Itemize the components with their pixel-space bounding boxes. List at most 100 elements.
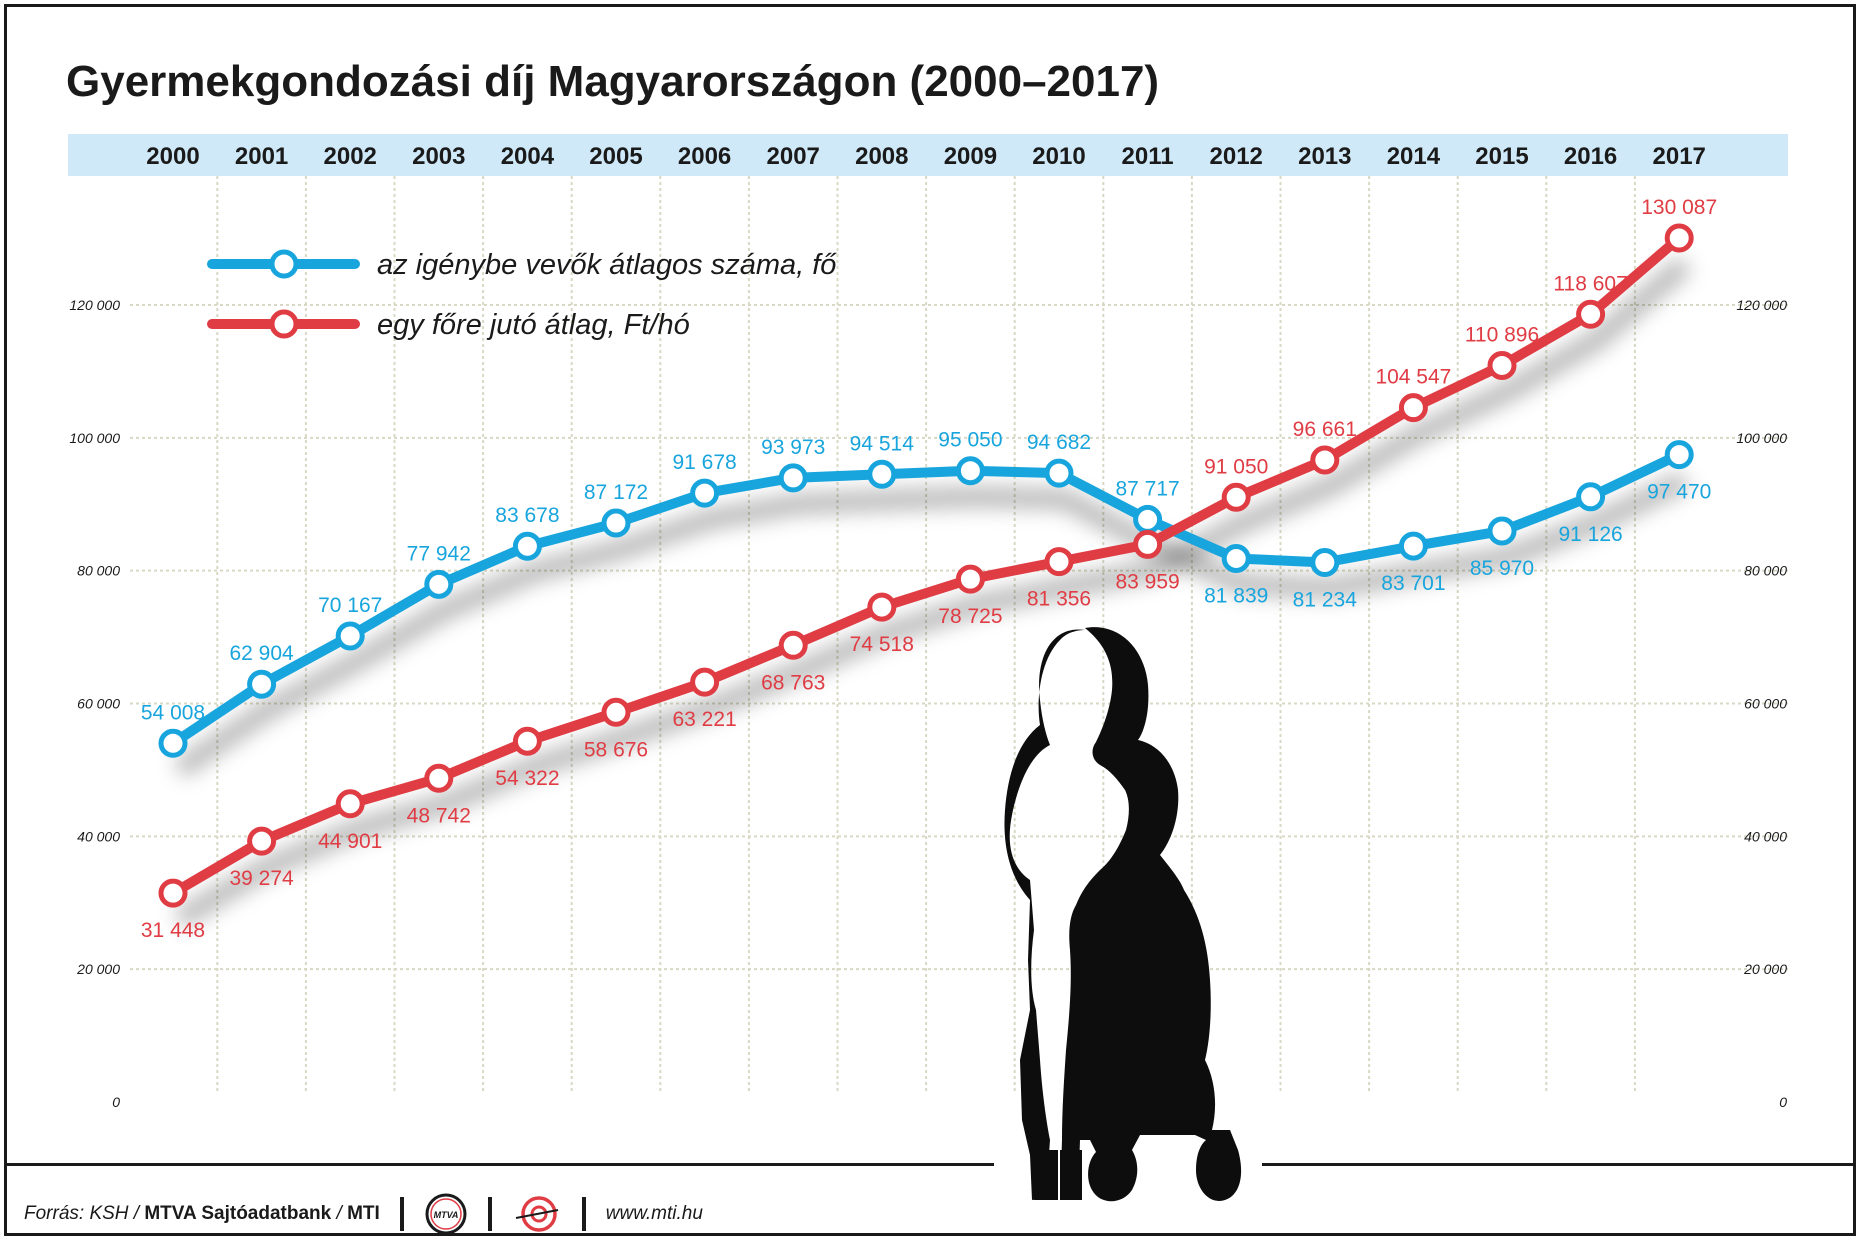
y-axis-ticks: 0 0 20 000 20 000 40 000 40 000 60 000 60 000 80…	[69, 297, 1787, 1110]
data-label: 58 676	[584, 738, 648, 761]
mti-logo	[515, 1196, 558, 1232]
data-point	[1133, 504, 1163, 534]
legend-label: az igénybe vevők átlagos száma, fő	[377, 249, 837, 281]
year-label: 2003	[412, 143, 465, 170]
data-point	[1221, 482, 1251, 512]
legend-marker	[269, 249, 299, 279]
data-label: 110 896	[1465, 323, 1539, 346]
data-label: 70 167	[318, 594, 382, 617]
frame-border	[4, 4, 1856, 1236]
data-label: 94 514	[850, 432, 915, 455]
data-point	[247, 826, 277, 856]
data-point	[1044, 547, 1074, 577]
data-point	[1487, 516, 1517, 546]
year-label: 2002	[324, 143, 377, 170]
y-tick-label-right: 80 000	[1744, 563, 1787, 579]
data-label: 94 682	[1027, 431, 1091, 454]
y-tick-label-right: 20 000	[1743, 961, 1787, 977]
footer: Forrás: KSH / MTVA Sajtóadatbank / MTI M…	[24, 1192, 703, 1236]
mtva-logo: MTVA	[425, 1193, 467, 1235]
data-point	[778, 463, 808, 493]
legend: az igénybe vevők átlagos száma, fő egy fő…	[207, 249, 837, 341]
year-label: 2011	[1122, 143, 1174, 170]
data-point	[1664, 223, 1694, 253]
y-tick-label-left: 0	[112, 1094, 120, 1110]
data-label: 87 172	[584, 481, 648, 504]
data-label: 85 970	[1470, 557, 1534, 580]
data-point	[335, 621, 365, 651]
year-label: 2009	[944, 143, 997, 170]
y-tick-label-left: 100 000	[69, 430, 120, 446]
y-tick-label-right: 60 000	[1744, 696, 1787, 712]
y-tick-label-right: 0	[1779, 1094, 1787, 1110]
data-label: 54 008	[141, 701, 205, 724]
data-point	[1576, 299, 1606, 329]
source-credit: Forrás: KSH / MTVA Sajtóadatbank / MTI	[24, 1203, 380, 1225]
year-header-band	[68, 134, 1788, 176]
data-point	[1133, 529, 1163, 559]
data-label: 39 274	[229, 867, 294, 890]
source-separator: /	[331, 1203, 348, 1224]
data-point	[778, 630, 808, 660]
footer-divider	[581, 1197, 586, 1231]
data-label: 68 763	[761, 671, 825, 694]
data-label: 93 973	[761, 436, 825, 459]
data-point	[1398, 531, 1428, 561]
bottom-rule-right	[1262, 1163, 1856, 1166]
footer-url[interactable]: www.mti.hu	[605, 1203, 703, 1224]
data-point	[690, 478, 720, 508]
data-label: 48 742	[407, 804, 471, 827]
y-tick-label-left: 60 000	[77, 696, 120, 712]
year-label: 2004	[501, 143, 555, 170]
year-labels: 2000 2001 2002 2003 2004 2005 2006 2007 2008 2009…	[146, 143, 1706, 170]
data-point	[1221, 543, 1251, 573]
year-label: 2013	[1298, 143, 1351, 170]
y-tick-label-right: 40 000	[1744, 828, 1787, 844]
y-tick-label-left: 120 000	[69, 297, 120, 313]
y-tick-label-left: 80 000	[77, 563, 120, 579]
series-shadow	[173, 471, 1690, 778]
data-point	[1310, 547, 1340, 577]
source-mti: MTI	[347, 1203, 380, 1224]
data-point	[955, 564, 985, 594]
data-point	[867, 592, 897, 622]
data-label: 83 678	[495, 504, 559, 527]
legend-marker	[269, 309, 299, 339]
grid	[130, 176, 1788, 1094]
year-label: 2007	[767, 143, 820, 170]
data-label: 83 701	[1381, 572, 1445, 595]
legend-label: egy főre jutó átlag, Ft/hó	[377, 309, 690, 341]
data-label: 74 518	[850, 633, 914, 656]
data-point	[1487, 350, 1517, 380]
data-label: 78 725	[938, 605, 1002, 628]
data-point	[601, 508, 631, 538]
footer-divider	[399, 1197, 404, 1231]
data-label: 97 470	[1647, 481, 1711, 504]
data-point	[1664, 440, 1694, 470]
chart-title: Gyermekgondozási díj Magyarországon (200…	[66, 57, 1159, 106]
data-point	[247, 669, 277, 699]
year-label: 2005	[589, 143, 642, 170]
y-tick-label-right: 100 000	[1736, 430, 1787, 446]
source-mtva: MTVA Sajtóadatbank	[144, 1203, 332, 1224]
data-label: 91 678	[672, 451, 736, 474]
data-point	[335, 789, 365, 819]
data-label: 96 661	[1293, 418, 1357, 441]
data-point	[690, 667, 720, 697]
data-point	[158, 728, 188, 758]
year-label: 2008	[855, 143, 908, 170]
line-shadows	[173, 256, 1692, 928]
data-point	[1044, 458, 1074, 488]
year-label: 2006	[678, 143, 731, 170]
footer-divider	[487, 1197, 492, 1231]
data-point	[1310, 445, 1340, 475]
data-label: 81 839	[1204, 584, 1268, 607]
data-point	[955, 456, 985, 486]
data-point	[158, 878, 188, 908]
series-shadow	[173, 256, 1692, 928]
bottom-rule	[4, 1163, 994, 1166]
data-label: 62 904	[229, 642, 294, 665]
y-tick-label-right: 120 000	[1736, 297, 1787, 313]
data-label: 87 717	[1115, 477, 1179, 500]
